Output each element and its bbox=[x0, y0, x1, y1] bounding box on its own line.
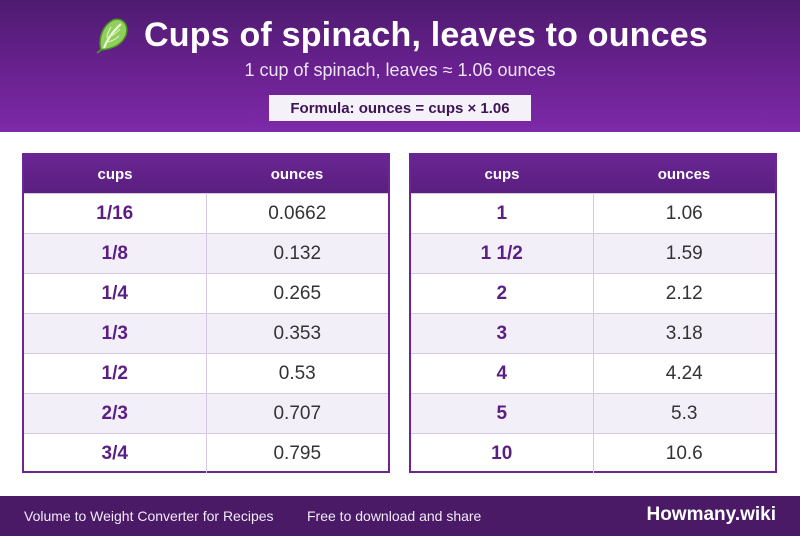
table-row: 1/8 0.132 bbox=[24, 233, 388, 273]
table-row: 5 5.3 bbox=[411, 393, 775, 433]
ounces-cell: 0.0662 bbox=[268, 202, 327, 224]
cups-cell: 1/2 bbox=[24, 354, 207, 393]
cups-cell: 10 bbox=[411, 434, 594, 473]
column-header-ounces: ounces bbox=[657, 165, 711, 183]
cups-cell: 1/4 bbox=[24, 274, 207, 313]
table-row: 1/2 0.53 bbox=[24, 353, 388, 393]
footer-bar: Volume to Weight Converter for Recipes F… bbox=[0, 496, 800, 536]
brand-logo[interactable]: Howmany.wiki bbox=[646, 504, 776, 525]
title-row: Cups of spinach, leaves to ounces bbox=[0, 12, 800, 58]
column-header-cups: cups bbox=[484, 165, 520, 183]
conversion-table-left: cups ounces 1/16 0.0662 1/8 0.132 1/4 0.… bbox=[22, 153, 390, 473]
page-title: Cups of spinach, leaves to ounces bbox=[144, 15, 708, 54]
table-header: cups ounces bbox=[24, 155, 388, 193]
cups-cell: 2 bbox=[411, 274, 594, 313]
table-row: 1 1/2 1.59 bbox=[411, 233, 775, 273]
cups-cell: 1/3 bbox=[24, 314, 207, 353]
cups-cell: 5 bbox=[411, 394, 594, 433]
ounces-cell: 0.132 bbox=[273, 242, 322, 264]
cups-cell: 2/3 bbox=[24, 394, 207, 433]
ounces-cell: 0.353 bbox=[273, 322, 322, 344]
cups-cell: 1/8 bbox=[24, 234, 207, 273]
table-row: 2/3 0.707 bbox=[24, 393, 388, 433]
page-subtitle: 1 cup of spinach, leaves ≈ 1.06 ounces bbox=[244, 60, 556, 80]
footer-converter-link[interactable]: Volume to Weight Converter for Recipes bbox=[24, 508, 274, 524]
ounces-cell: 1.59 bbox=[665, 242, 703, 264]
ounces-cell: 0.707 bbox=[273, 402, 322, 424]
spinach-leaf-icon bbox=[92, 15, 132, 55]
cups-cell: 1/16 bbox=[24, 194, 207, 233]
ounces-cell: 3.18 bbox=[665, 322, 703, 344]
formula-badge: Formula: ounces = cups × 1.06 bbox=[269, 95, 531, 121]
ounces-cell: 1.06 bbox=[665, 202, 703, 224]
ounces-cell: 10.6 bbox=[665, 442, 703, 464]
table-row: 2 2.12 bbox=[411, 273, 775, 313]
cups-cell: 3 bbox=[411, 314, 594, 353]
column-header-cups: cups bbox=[97, 165, 133, 183]
cups-cell: 4 bbox=[411, 354, 594, 393]
ounces-cell: 0.265 bbox=[273, 282, 322, 304]
ounces-cell: 4.24 bbox=[665, 362, 703, 384]
table-row: 10 10.6 bbox=[411, 433, 775, 473]
ounces-cell: 0.795 bbox=[273, 442, 322, 464]
conversion-table-right: cups ounces 1 1.06 1 1/2 1.59 2 2.12 3 3… bbox=[409, 153, 777, 473]
table-row: 4 4.24 bbox=[411, 353, 775, 393]
cups-cell: 1 bbox=[411, 194, 594, 233]
table-row: 3/4 0.795 bbox=[24, 433, 388, 473]
ounces-cell: 2.12 bbox=[665, 282, 703, 304]
table-row: 1/4 0.265 bbox=[24, 273, 388, 313]
table-row: 3 3.18 bbox=[411, 313, 775, 353]
cups-cell: 1 1/2 bbox=[411, 234, 594, 273]
table-header: cups ounces bbox=[411, 155, 775, 193]
table-row: 1/3 0.353 bbox=[24, 313, 388, 353]
ounces-cell: 0.53 bbox=[278, 362, 316, 384]
table-row: 1/16 0.0662 bbox=[24, 193, 388, 233]
cups-cell: 3/4 bbox=[24, 434, 207, 473]
ounces-cell: 5.3 bbox=[671, 402, 698, 424]
footer-share-text: Free to download and share bbox=[307, 508, 482, 524]
table-row: 1 1.06 bbox=[411, 193, 775, 233]
column-header-ounces: ounces bbox=[270, 165, 324, 183]
header-banner: Cups of spinach, leaves to ounces 1 cup … bbox=[0, 0, 800, 132]
